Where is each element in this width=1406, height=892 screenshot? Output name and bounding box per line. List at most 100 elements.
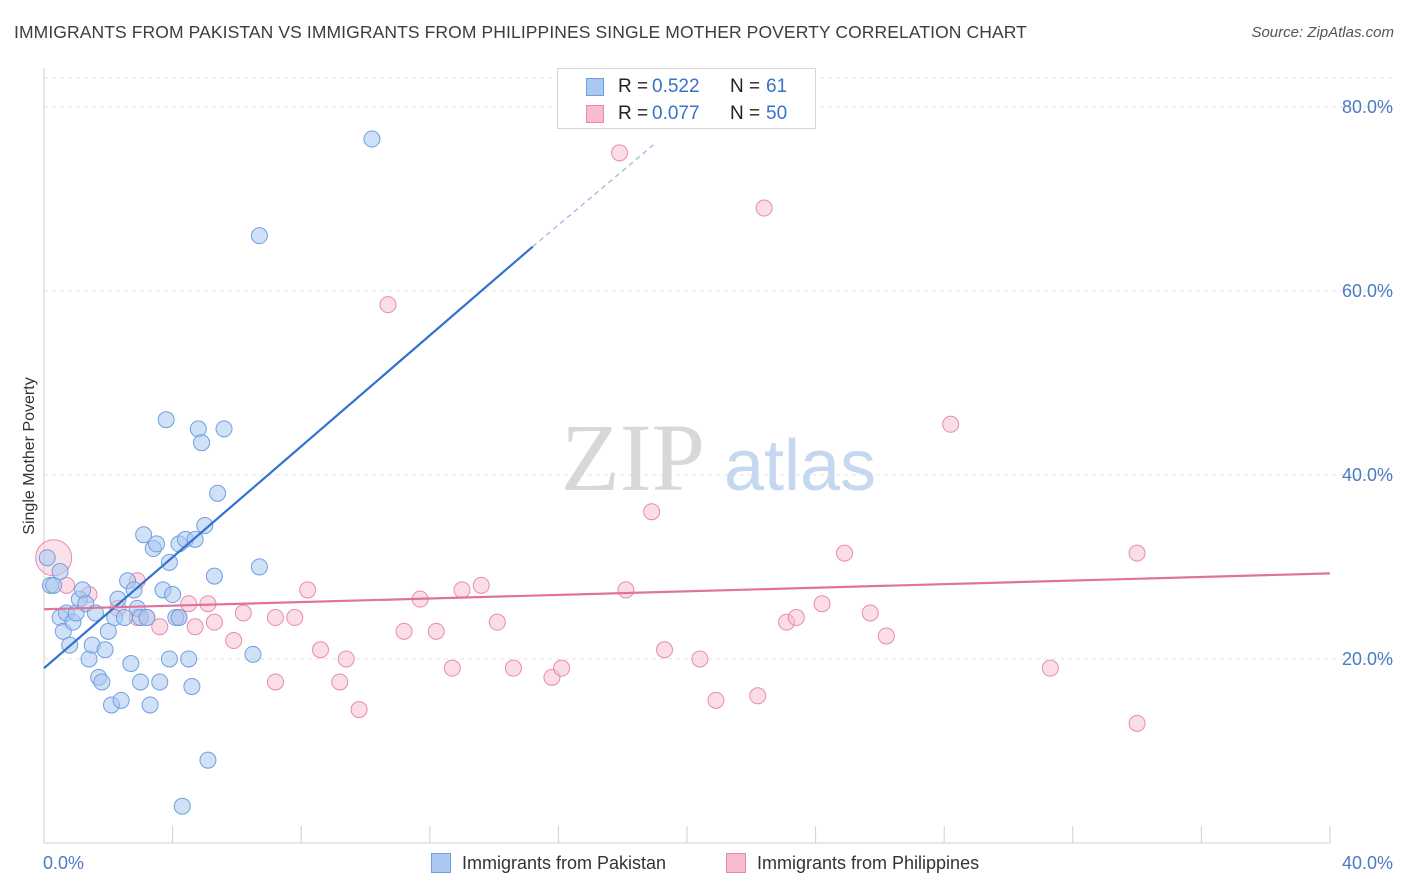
point-pakistan bbox=[170, 609, 188, 627]
point-pakistan bbox=[160, 650, 178, 668]
point-pakistan bbox=[96, 641, 114, 659]
point-pakistan bbox=[138, 609, 156, 627]
point-philippines bbox=[266, 609, 284, 627]
legend-r-value-pakistan: 0.522 bbox=[652, 76, 700, 97]
point-pakistan bbox=[199, 751, 217, 769]
point-pakistan bbox=[122, 655, 140, 673]
point-philippines bbox=[151, 618, 169, 636]
legend-r-label-philippines: R = bbox=[618, 103, 649, 124]
point-pakistan bbox=[80, 650, 98, 668]
trend-lines bbox=[43, 143, 1331, 669]
series-pakistan bbox=[38, 130, 381, 815]
y-tick-label: 60.0% bbox=[1342, 281, 1393, 301]
legend-row-pakistan: R = 0.522 N = 61 bbox=[558, 74, 815, 100]
bottom-legend-label-pakistan: Immigrants from Pakistan bbox=[462, 853, 667, 873]
bottom-legend-swatch-philippines bbox=[726, 853, 746, 873]
point-philippines bbox=[836, 544, 854, 562]
point-pakistan bbox=[148, 535, 166, 553]
point-philippines bbox=[205, 613, 223, 631]
point-pakistan bbox=[93, 673, 111, 691]
point-pakistan bbox=[38, 549, 56, 567]
y-tick-label: 40.0% bbox=[1342, 465, 1393, 485]
y-axis-label: Single Mother Poverty bbox=[21, 377, 38, 534]
point-philippines bbox=[707, 691, 725, 709]
point-philippines bbox=[225, 632, 243, 650]
point-philippines bbox=[504, 659, 522, 677]
point-pakistan bbox=[164, 586, 182, 604]
point-pakistan bbox=[193, 434, 211, 452]
trend-line-pakistan-extension bbox=[532, 143, 656, 248]
point-philippines bbox=[186, 618, 204, 636]
point-pakistan bbox=[215, 420, 233, 438]
source-label: Source: ZipAtlas.com bbox=[1251, 24, 1394, 41]
point-philippines bbox=[427, 622, 445, 640]
point-pakistan bbox=[180, 650, 198, 668]
trend-line-philippines bbox=[43, 572, 1331, 611]
legend-row-philippines: R = 0.077 N = 50 bbox=[558, 101, 815, 127]
grid-lines bbox=[44, 77, 1392, 660]
point-philippines bbox=[813, 595, 831, 613]
point-philippines bbox=[234, 604, 252, 622]
point-philippines bbox=[1041, 659, 1059, 677]
point-pakistan bbox=[45, 576, 63, 594]
point-philippines bbox=[286, 609, 304, 627]
point-philippines bbox=[180, 595, 198, 613]
point-philippines bbox=[395, 622, 413, 640]
legend-n-value-pakistan: 61 bbox=[766, 76, 788, 97]
point-pakistan bbox=[189, 420, 207, 438]
point-philippines bbox=[1128, 714, 1146, 732]
point-philippines bbox=[472, 576, 490, 594]
point-philippines bbox=[861, 604, 879, 622]
point-pakistan bbox=[51, 563, 69, 581]
legend-r-value-philippines: 0.077 bbox=[652, 103, 700, 124]
point-pakistan bbox=[112, 691, 130, 709]
point-philippines bbox=[610, 144, 628, 162]
point-philippines bbox=[331, 673, 349, 691]
point-philippines bbox=[350, 701, 368, 719]
watermark-zip: ZIP bbox=[561, 404, 705, 511]
point-philippines bbox=[299, 581, 317, 599]
point-philippines bbox=[379, 296, 397, 314]
legend-swatch-pakistan bbox=[586, 78, 604, 96]
trend-line-pakistan bbox=[43, 245, 534, 669]
x-tick-label: 40.0% bbox=[1342, 853, 1393, 873]
bottom-legend-label-philippines: Immigrants from Philippines bbox=[757, 853, 980, 873]
point-pakistan bbox=[135, 526, 153, 544]
point-pakistan bbox=[250, 558, 268, 576]
point-philippines bbox=[755, 199, 773, 217]
watermark: ZIP atlas bbox=[561, 404, 876, 511]
point-pakistan bbox=[157, 411, 175, 429]
point-philippines bbox=[453, 581, 471, 599]
legend-n-label-pakistan: N = bbox=[730, 76, 761, 97]
point-philippines bbox=[942, 415, 960, 433]
y-tick-label: 80.0% bbox=[1342, 97, 1393, 117]
point-philippines bbox=[877, 627, 895, 645]
point-pakistan bbox=[173, 797, 191, 815]
point-philippines bbox=[488, 613, 506, 631]
y-tick-label: 20.0% bbox=[1342, 649, 1393, 669]
legend-n-label-philippines: N = bbox=[730, 103, 761, 124]
point-pakistan bbox=[160, 553, 178, 571]
point-philippines bbox=[749, 687, 767, 705]
point-pakistan bbox=[209, 484, 227, 502]
bottom-legend-swatch-pakistan bbox=[431, 853, 451, 873]
point-philippines bbox=[553, 659, 571, 677]
point-pakistan bbox=[196, 517, 214, 535]
point-philippines bbox=[337, 650, 355, 668]
point-pakistan bbox=[183, 678, 201, 696]
point-pakistan bbox=[250, 227, 268, 245]
point-philippines bbox=[1128, 544, 1146, 562]
point-philippines bbox=[266, 673, 284, 691]
point-pakistan bbox=[151, 673, 169, 691]
point-philippines bbox=[617, 581, 635, 599]
chart-title: IMMIGRANTS FROM PAKISTAN VS IMMIGRANTS F… bbox=[14, 22, 1027, 42]
point-pakistan bbox=[74, 581, 92, 599]
point-pakistan bbox=[363, 130, 381, 148]
legend-swatch-philippines bbox=[586, 105, 604, 123]
point-philippines bbox=[691, 650, 709, 668]
point-pakistan bbox=[205, 567, 223, 585]
x-tick-label: 0.0% bbox=[43, 853, 84, 873]
point-philippines bbox=[443, 659, 461, 677]
point-pakistan bbox=[244, 645, 262, 663]
